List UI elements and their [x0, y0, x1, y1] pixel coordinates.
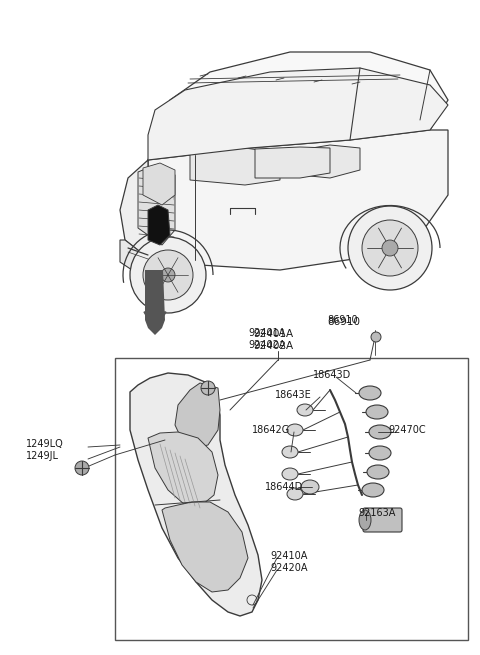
- Text: 92401A: 92401A: [248, 328, 286, 338]
- Ellipse shape: [366, 405, 388, 419]
- Ellipse shape: [287, 424, 303, 436]
- Circle shape: [75, 461, 89, 475]
- Polygon shape: [148, 68, 448, 160]
- Ellipse shape: [369, 425, 391, 439]
- Text: 18643E: 18643E: [275, 390, 312, 400]
- FancyBboxPatch shape: [115, 358, 468, 640]
- Ellipse shape: [301, 480, 319, 494]
- Polygon shape: [138, 165, 175, 245]
- Circle shape: [362, 220, 418, 276]
- Text: 92420A: 92420A: [270, 563, 308, 573]
- Ellipse shape: [359, 510, 371, 530]
- Polygon shape: [148, 205, 170, 245]
- Text: 92410A: 92410A: [270, 551, 307, 561]
- Polygon shape: [255, 147, 330, 178]
- Circle shape: [161, 268, 175, 282]
- Polygon shape: [190, 148, 280, 185]
- Ellipse shape: [287, 488, 303, 500]
- Polygon shape: [162, 502, 248, 592]
- Polygon shape: [175, 383, 220, 448]
- Polygon shape: [143, 163, 175, 205]
- FancyBboxPatch shape: [363, 508, 402, 532]
- Text: 18643D: 18643D: [313, 370, 351, 380]
- Text: 1249JL: 1249JL: [26, 451, 59, 461]
- Polygon shape: [120, 160, 165, 258]
- Polygon shape: [300, 145, 360, 178]
- Text: 92402A: 92402A: [248, 340, 286, 350]
- Text: 86910: 86910: [327, 317, 360, 327]
- Text: 86910: 86910: [327, 315, 358, 325]
- Ellipse shape: [282, 468, 298, 480]
- Polygon shape: [148, 130, 448, 270]
- Text: 92401A: 92401A: [253, 329, 293, 339]
- Ellipse shape: [282, 446, 298, 458]
- Text: 18642G: 18642G: [252, 425, 290, 435]
- Ellipse shape: [362, 483, 384, 497]
- Text: 92470C: 92470C: [388, 425, 426, 435]
- Ellipse shape: [297, 404, 313, 416]
- Polygon shape: [148, 432, 218, 505]
- Circle shape: [348, 206, 432, 290]
- Circle shape: [382, 240, 398, 256]
- Text: 92402A: 92402A: [253, 341, 293, 351]
- Ellipse shape: [367, 465, 389, 479]
- Ellipse shape: [359, 386, 381, 400]
- Text: 92163A: 92163A: [358, 508, 396, 518]
- FancyArrow shape: [144, 272, 166, 330]
- Polygon shape: [145, 270, 165, 335]
- Circle shape: [130, 237, 206, 313]
- Text: 18644D: 18644D: [265, 482, 303, 492]
- Circle shape: [201, 381, 215, 395]
- Polygon shape: [130, 373, 262, 616]
- Polygon shape: [120, 240, 165, 278]
- Polygon shape: [148, 52, 448, 160]
- Text: 1249LQ: 1249LQ: [26, 439, 64, 449]
- Circle shape: [371, 332, 381, 342]
- Ellipse shape: [369, 446, 391, 460]
- Circle shape: [143, 250, 193, 300]
